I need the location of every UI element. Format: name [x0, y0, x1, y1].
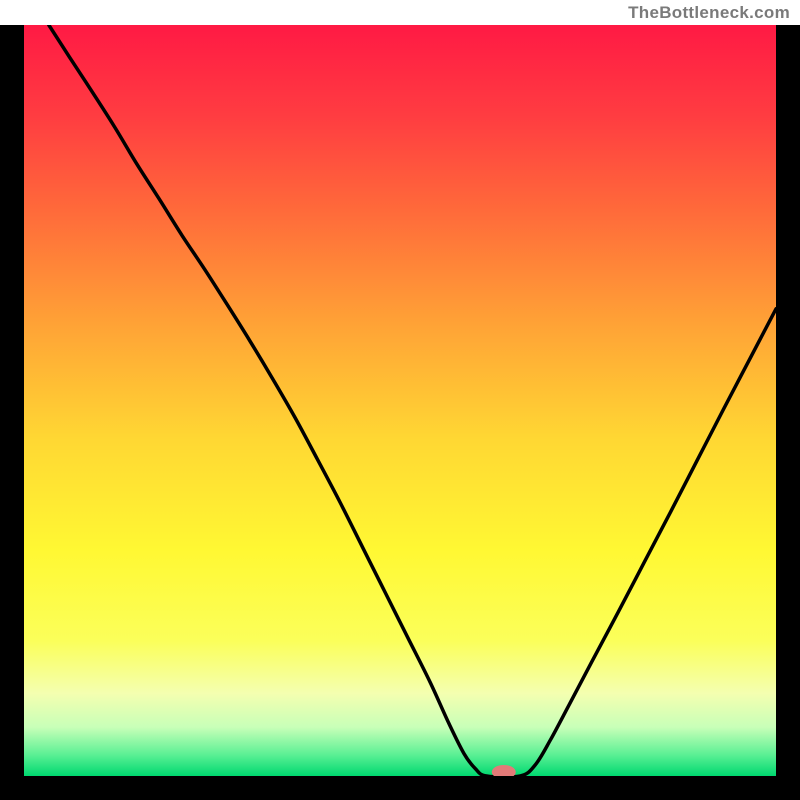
chart-stage: TheBottleneck.com: [0, 0, 800, 800]
gradient-background: [24, 25, 776, 776]
attribution-text: TheBottleneck.com: [628, 3, 790, 23]
bottleneck-chart: [0, 0, 800, 800]
